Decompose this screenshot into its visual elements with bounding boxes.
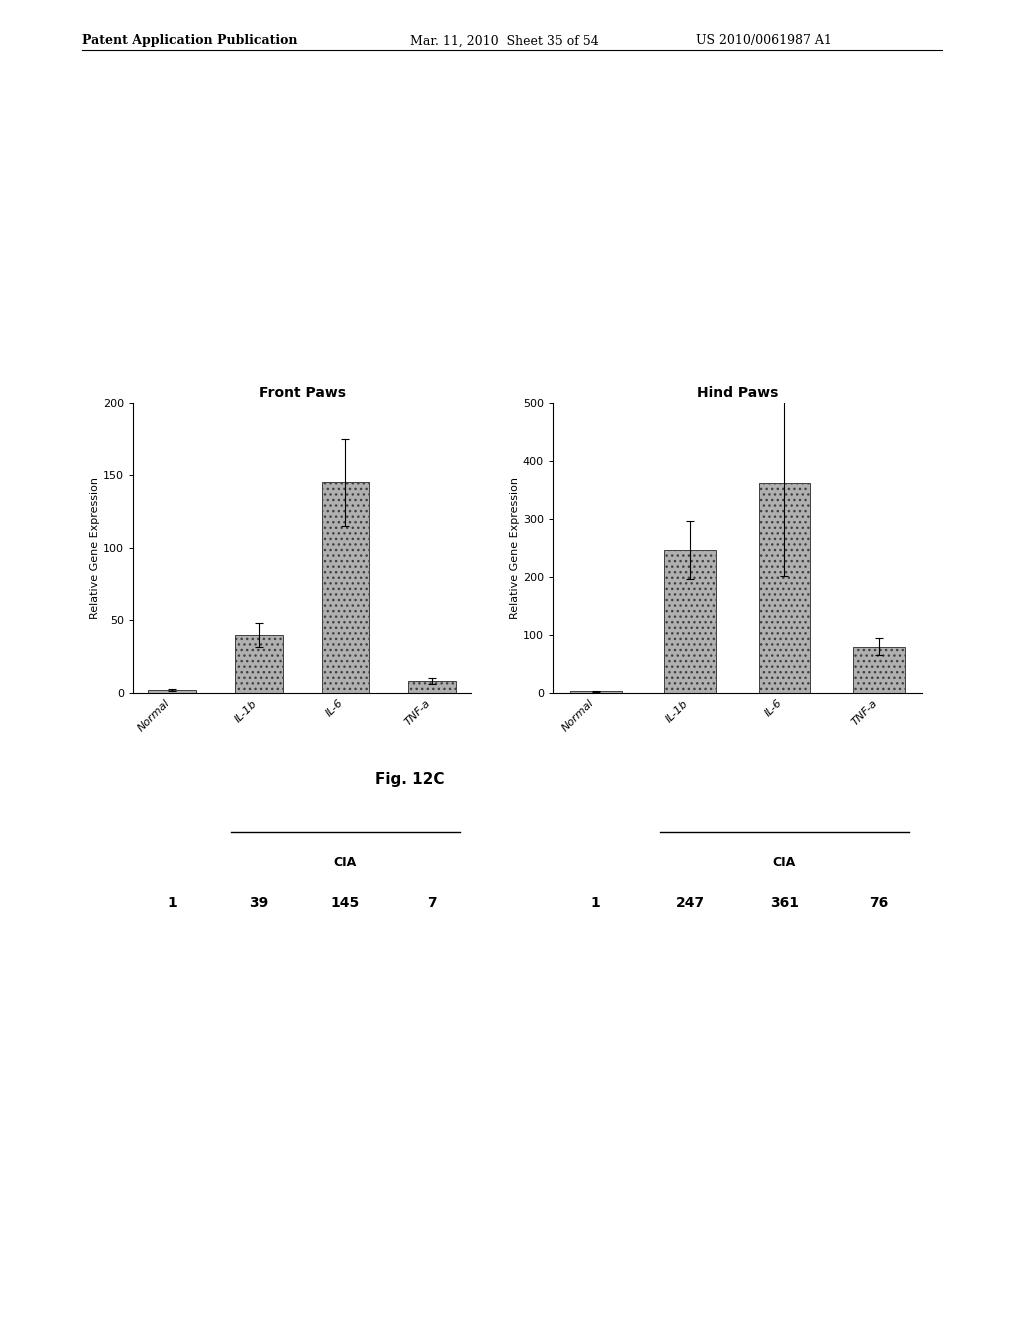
Text: 145: 145 xyxy=(331,896,360,911)
Title: Hind Paws: Hind Paws xyxy=(696,385,778,400)
Bar xyxy=(853,647,905,693)
Text: 247: 247 xyxy=(676,896,705,911)
Text: Fig. 12C: Fig. 12C xyxy=(375,772,444,787)
Bar xyxy=(759,483,810,693)
Y-axis label: Relative Gene Expression: Relative Gene Expression xyxy=(510,477,520,619)
Bar xyxy=(409,681,456,693)
Text: Mar. 11, 2010  Sheet 35 of 54: Mar. 11, 2010 Sheet 35 of 54 xyxy=(410,34,598,48)
Text: CIA: CIA xyxy=(334,855,357,869)
Bar xyxy=(236,635,283,693)
Text: 76: 76 xyxy=(869,896,889,911)
Bar xyxy=(322,483,369,693)
Text: 39: 39 xyxy=(249,896,268,911)
Bar xyxy=(665,549,716,693)
Y-axis label: Relative Gene Expression: Relative Gene Expression xyxy=(90,477,100,619)
Text: 7: 7 xyxy=(427,896,436,911)
Bar xyxy=(148,690,196,693)
Title: Front Paws: Front Paws xyxy=(259,385,345,400)
Text: 1: 1 xyxy=(591,896,600,911)
Text: Patent Application Publication: Patent Application Publication xyxy=(82,34,297,48)
Bar xyxy=(569,692,622,693)
Text: CIA: CIA xyxy=(773,855,796,869)
Text: 361: 361 xyxy=(770,896,799,911)
Text: US 2010/0061987 A1: US 2010/0061987 A1 xyxy=(696,34,833,48)
Text: 1: 1 xyxy=(167,896,177,911)
